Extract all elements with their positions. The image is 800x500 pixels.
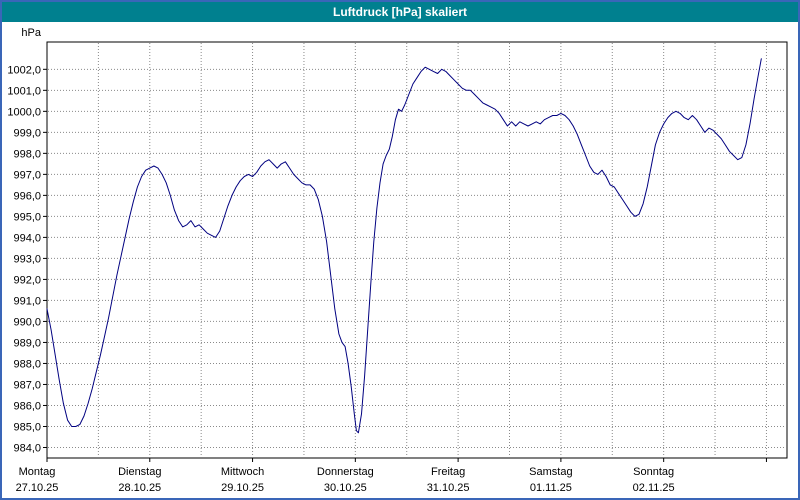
x-tick-day-label: Mittwoch — [221, 466, 264, 478]
y-tick-label: 988,0 — [13, 358, 41, 370]
x-tick-date-label: 01.11.25 — [530, 482, 572, 494]
y-tick-label: 996,0 — [13, 190, 41, 202]
horizontal-gridlines — [48, 68, 786, 448]
x-tick-date-label: 29.10.25 — [221, 482, 264, 494]
x-tick-day-label: Montag — [19, 466, 56, 478]
y-tick-label: 987,0 — [13, 379, 41, 391]
y-tick-label: 984,0 — [13, 442, 41, 454]
y-tick-label: 992,0 — [13, 274, 41, 286]
y-tick-label: 1001,0 — [7, 85, 41, 97]
y-tick-label: 1002,0 — [7, 64, 41, 76]
pressure-series-line — [46, 58, 762, 434]
y-tick-label: 997,0 — [13, 169, 41, 181]
y-tick-label: 985,0 — [13, 421, 41, 433]
x-tick-day-label: Sonntag — [633, 466, 674, 478]
window-title: Luftdruck [hPa] skaliert — [332, 5, 468, 19]
x-tick-day-label: Dienstag — [118, 466, 161, 478]
x-tick-date-label: 31.10.25 — [427, 482, 470, 494]
x-tick-day-label: Samstag — [529, 466, 572, 478]
y-tick-label: 994,0 — [13, 232, 41, 244]
y-tick-label: 986,0 — [13, 400, 41, 412]
vertical-gridlines — [97, 43, 767, 457]
window-titlebar: Luftdruck [hPa] skaliert — [2, 2, 798, 22]
x-tick-day-label: Donnerstag — [317, 466, 374, 478]
x-tick-date-label: 28.10.25 — [118, 482, 161, 494]
plot-frame — [46, 41, 788, 459]
x-tick-day-label: Freitag — [431, 466, 465, 478]
y-tick-label: 991,0 — [13, 295, 41, 307]
y-axis-unit-label: hPa — [21, 27, 41, 39]
x-tick-date-label: 02.11.25 — [633, 482, 675, 494]
x-tick-date-label: 27.10.25 — [16, 482, 59, 494]
y-tick-label: 995,0 — [13, 211, 41, 223]
chart-area: 984,0 985,0 986,0 987,0 988,0 989,0 990,0 991,0… — [2, 22, 798, 498]
y-tick-label: 998,0 — [13, 148, 41, 160]
x-axis: Montag 27.10.25 Dienstag 28.10.25 Mittwoch 29… — [16, 458, 767, 494]
y-tick-label: 993,0 — [13, 253, 41, 265]
x-tick-date-label: 30.10.25 — [324, 482, 367, 494]
y-tick-label: 1000,0 — [7, 106, 41, 118]
pressure-line-chart: 984,0 985,0 986,0 987,0 988,0 989,0 990,0 991,0… — [7, 27, 788, 494]
y-tick-label: 989,0 — [13, 337, 41, 349]
y-tick-label: 990,0 — [13, 316, 41, 328]
y-axis: 984,0 985,0 986,0 987,0 988,0 989,0 990,0 991,0… — [7, 64, 47, 454]
y-tick-label: 999,0 — [13, 127, 41, 139]
